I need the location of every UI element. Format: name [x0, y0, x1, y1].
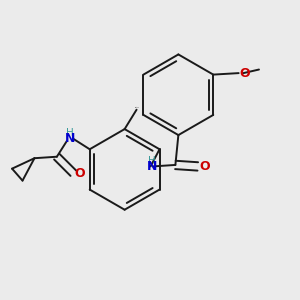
Text: methyl: methyl [135, 107, 140, 108]
Text: O: O [75, 167, 86, 180]
Text: H: H [66, 128, 74, 138]
Text: N: N [64, 132, 75, 145]
Text: N: N [147, 160, 157, 173]
Text: O: O [199, 160, 210, 173]
Text: H: H [148, 156, 156, 166]
Text: O: O [240, 67, 250, 80]
